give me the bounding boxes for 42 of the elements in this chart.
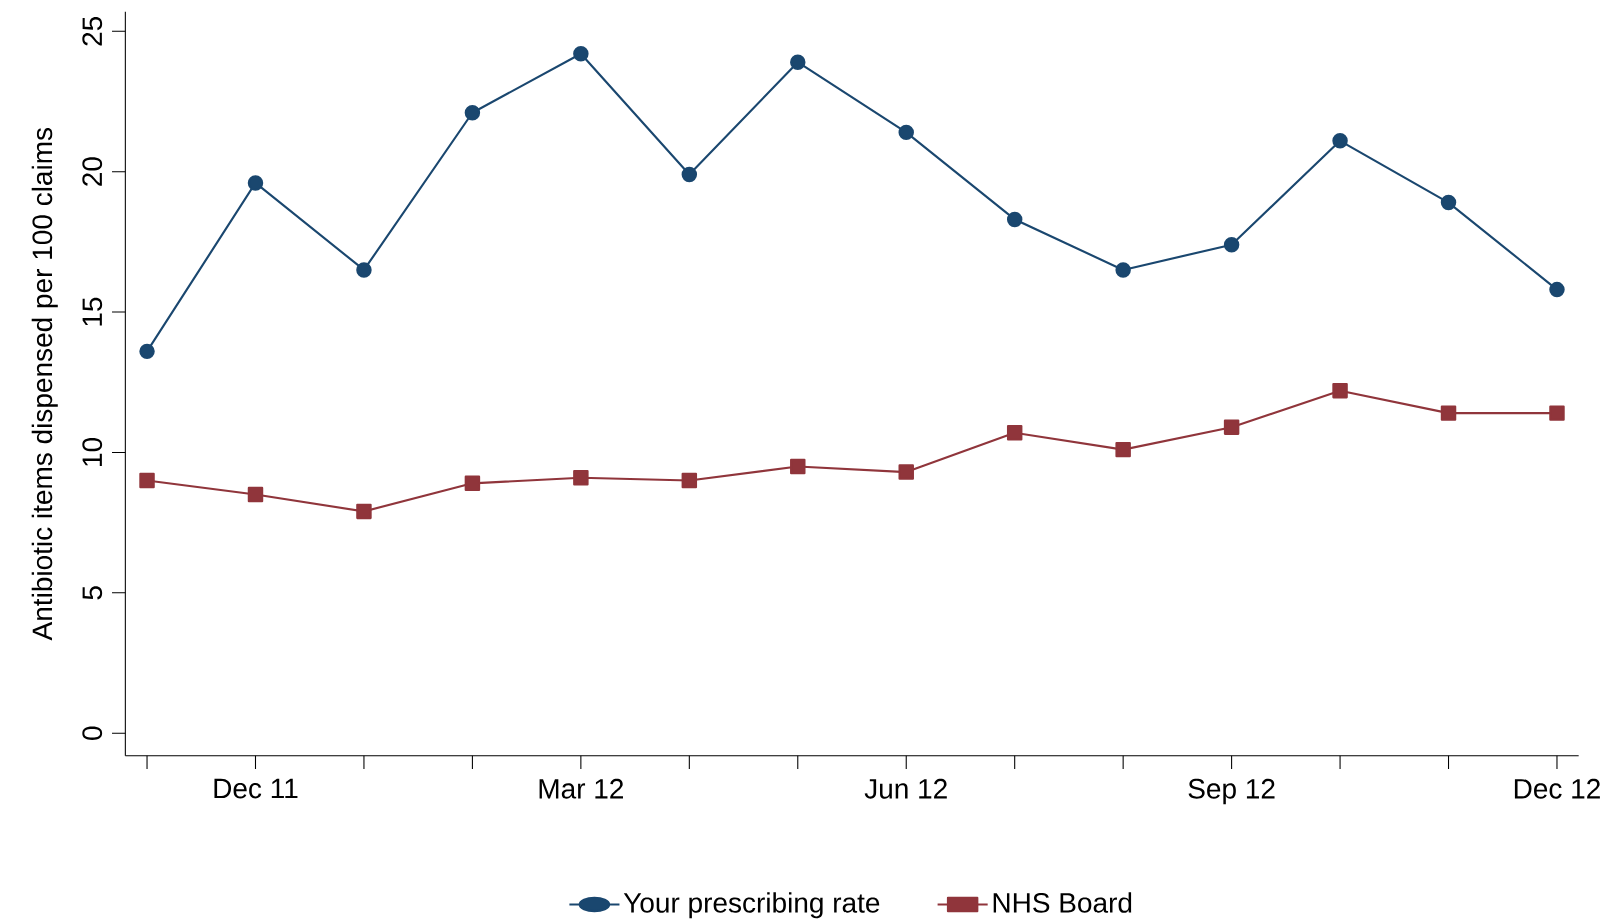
x-tick-label: Mar 12 [539, 778, 623, 799]
point [464, 475, 481, 492]
y-tick-label: 20 [82, 157, 103, 186]
x-tick-label: Sep 12 [1188, 778, 1275, 805]
point [1223, 419, 1240, 435]
y-tick-label: 0 [82, 726, 103, 740]
point [790, 54, 806, 70]
y-tick-label: 10 [82, 437, 103, 466]
x-tick-label: Dec 12 [1514, 778, 1600, 799]
y-axis-title: Antibiotic items dispensed per 100 claims [31, 127, 58, 641]
point [898, 124, 914, 141]
point [1223, 236, 1240, 253]
point [573, 46, 589, 62]
point [247, 486, 264, 503]
y-tick-label: 5 [82, 586, 103, 600]
point [464, 104, 481, 121]
point [681, 472, 698, 489]
legend-label: Your prescribing rate [623, 892, 880, 919]
x-tick-label: Dec 11 [214, 778, 298, 799]
y-tick-label: 25 [82, 16, 103, 46]
point [1115, 441, 1131, 458]
point [247, 175, 264, 191]
point [139, 343, 155, 360]
point [1332, 133, 1348, 149]
y-tick-label: 15 [82, 297, 103, 326]
point [356, 262, 372, 278]
x-tick-label: Jun 12 [864, 778, 947, 799]
point [681, 166, 698, 183]
point [1006, 425, 1023, 441]
legend-label: NHS Board [993, 892, 1132, 913]
point [356, 503, 372, 520]
point [790, 458, 806, 475]
point [1006, 211, 1023, 228]
point [1332, 382, 1348, 399]
point [1549, 405, 1565, 421]
point [139, 472, 155, 489]
point [1549, 281, 1565, 298]
point [1115, 262, 1131, 278]
point [1440, 405, 1457, 421]
point [1440, 194, 1457, 211]
point [898, 464, 914, 480]
point [573, 469, 589, 486]
